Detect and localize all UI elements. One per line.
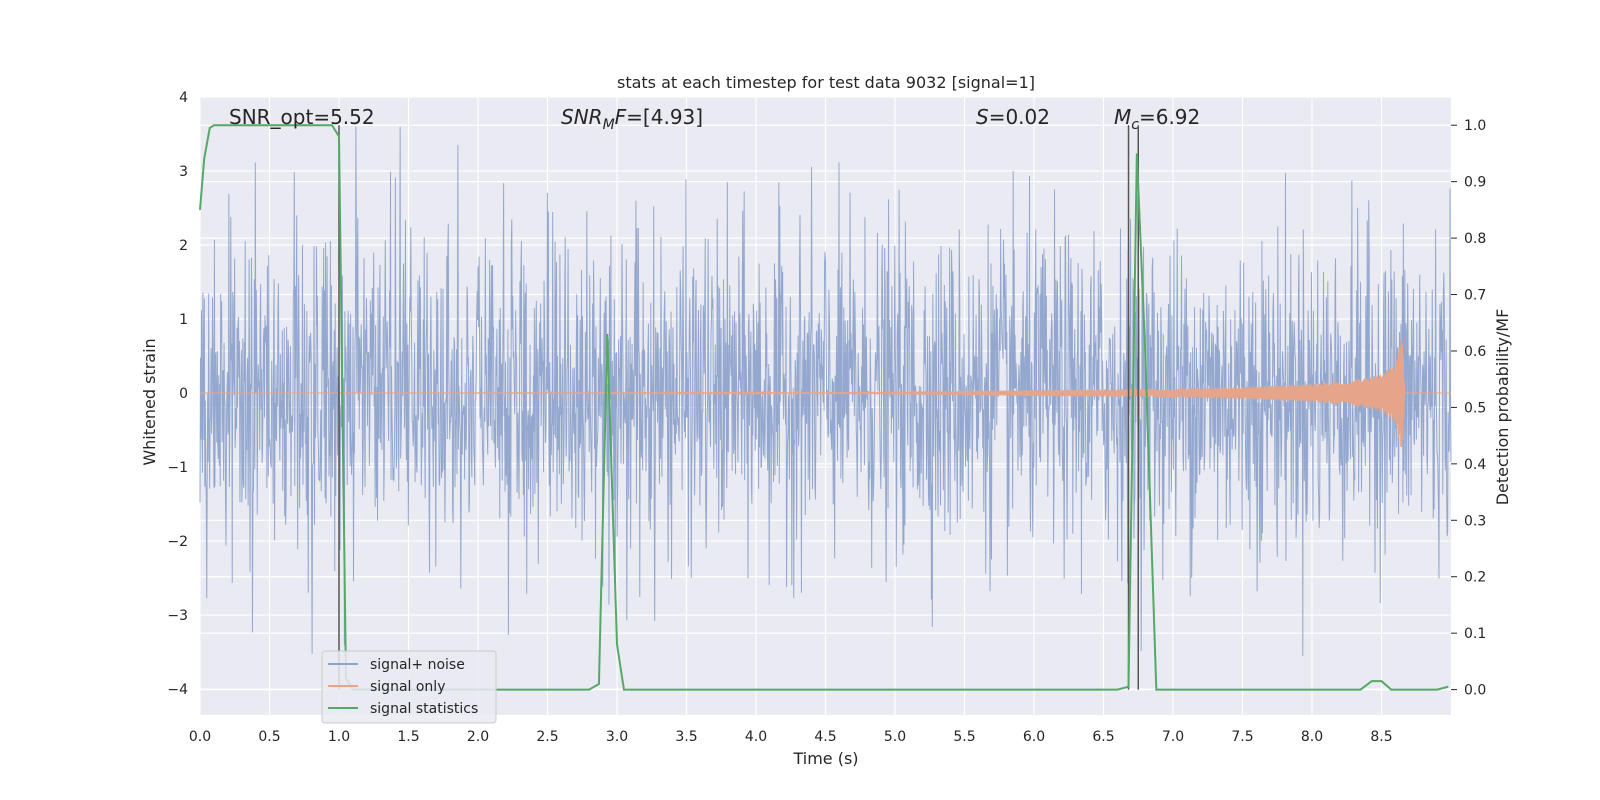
x-tick-label: 6.0	[1023, 729, 1045, 745]
x-tick-label: 3.5	[675, 729, 697, 745]
stats-series	[199, 124, 1449, 691]
chart-title: stats at each timestep for test data 903…	[617, 73, 1035, 92]
legend-label-stats: signal statistics	[370, 701, 478, 717]
snr-mf-main: SNR	[561, 105, 603, 129]
vertical-markers	[338, 125, 1139, 690]
snr-mf-value: =[4.93]	[626, 105, 703, 129]
y-tick-label: 4	[179, 90, 188, 106]
x-tick-label: 5.0	[884, 729, 906, 745]
y-tick-label: 3	[179, 164, 188, 180]
y2-tick-label: 0.4	[1464, 457, 1486, 473]
signal-line	[200, 335, 1451, 448]
y-tick-label: 1	[179, 312, 188, 328]
y2-tick-label: 0.8	[1464, 231, 1486, 247]
x-tick-label: 0.5	[258, 729, 280, 745]
y-tick-label: −2	[167, 534, 188, 550]
signal-only-series	[200, 335, 1451, 448]
snr-mf-tail: F	[615, 105, 627, 129]
y2-tick-label: 1.0	[1464, 118, 1486, 134]
y2-tick-label: 0.5	[1464, 400, 1486, 416]
y-tick-label: 2	[179, 238, 188, 254]
y-tick-label: 0	[179, 386, 188, 402]
legend-label-noise: signal+ noise	[370, 657, 465, 673]
s-symbol: S	[976, 105, 989, 129]
x-tick-label: 4.0	[745, 729, 767, 745]
y2-tick-label: 0.2	[1464, 570, 1486, 586]
annotation-snr-opt: SNR_opt=5.52	[229, 105, 375, 129]
x-tick-label: 2.5	[536, 729, 558, 745]
x-tick-label: 7.5	[1231, 729, 1253, 745]
y2-axis-title: Detection probability/MF	[1493, 309, 1512, 506]
legend-label-signal: signal only	[370, 679, 445, 695]
x-tick-label: 5.5	[953, 729, 975, 745]
s-value: =0.02	[989, 105, 1050, 129]
stats-line	[199, 124, 1449, 691]
x-tick-label: 3.0	[606, 729, 628, 745]
y2-tick-label: 0.0	[1464, 683, 1486, 699]
y-tick-label: −4	[167, 682, 188, 698]
y2-tick-label: 0.1	[1464, 626, 1486, 642]
x-tick-label: 1.5	[397, 729, 419, 745]
mc-sub: c	[1131, 117, 1139, 133]
x-tick-label: 4.5	[814, 729, 836, 745]
y2-tick-label: 0.9	[1464, 175, 1486, 191]
annotation-snr-mf: SNRMF=[4.93]	[561, 105, 703, 133]
y2-tick-label: 0.7	[1464, 288, 1486, 304]
legend: signal+ noise signal only signal statist…	[321, 650, 497, 724]
annotation-s: S=0.02	[976, 105, 1050, 129]
tick-labels: 0.0 0.5 1.0 1.5 2.0 2.5 3.0 3.5 4.0 4.5 5.0 5.5 6.0 6…	[167, 90, 1486, 745]
x-axis-title: Time (s)	[792, 749, 858, 768]
x-tick-label: 6.5	[1092, 729, 1114, 745]
snr-mf-sub: M	[603, 117, 615, 133]
x-tick-label: 2.0	[467, 729, 489, 745]
y-tick-label: −1	[167, 460, 188, 476]
y2-tick-label: 0.6	[1464, 344, 1486, 360]
x-tick-label: 7.0	[1162, 729, 1184, 745]
x-tick-label: 8.5	[1370, 729, 1392, 745]
x-tick-label: 1.0	[328, 729, 350, 745]
y-tick-label: −3	[167, 608, 188, 624]
annotation-mc: Mc=6.92	[1114, 105, 1200, 133]
x-tick-label: 0.0	[189, 729, 211, 745]
y2-tick-label: 0.3	[1464, 513, 1486, 529]
legend-box	[321, 650, 497, 724]
mc-value: =6.92	[1139, 105, 1200, 129]
mc-main: M	[1114, 105, 1131, 129]
y-axis-title: Whitened strain	[140, 338, 159, 465]
x-tick-label: 8.0	[1301, 729, 1323, 745]
